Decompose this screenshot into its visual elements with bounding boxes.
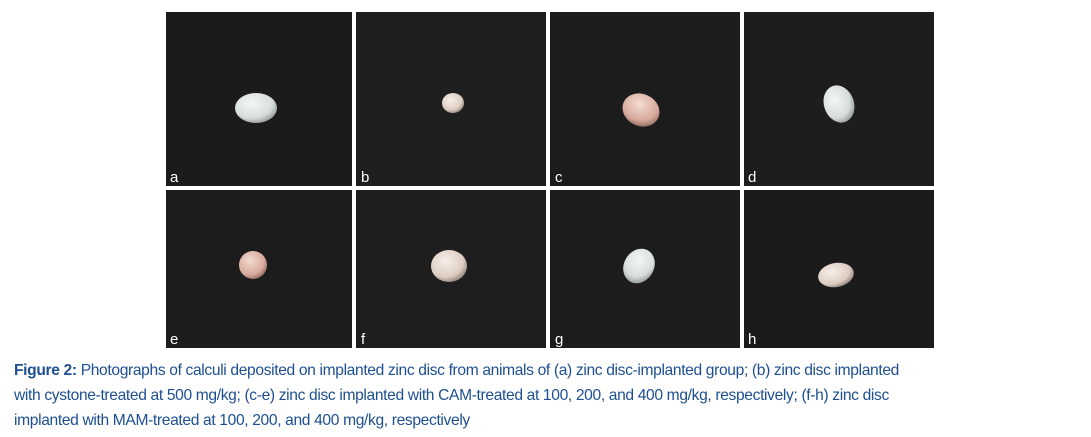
- calculus: [442, 93, 464, 113]
- figure-image: a b c d e f g h: [164, 10, 936, 350]
- panel-label: f: [361, 331, 366, 348]
- calculus: [623, 248, 655, 284]
- calculi: [235, 85, 855, 288]
- panel-label: d: [748, 169, 756, 186]
- panels: [166, 12, 934, 348]
- calculus: [823, 85, 855, 123]
- caption-line: implanted with MAM-treated at 100, 200, …: [14, 412, 470, 429]
- calculus: [239, 251, 267, 279]
- panel-label: g: [555, 331, 563, 348]
- figure-caption: Figure 2: Photographs of calculi deposit…: [14, 358, 1089, 433]
- panel-label: c: [555, 169, 563, 186]
- calculus: [235, 93, 277, 123]
- caption-line: with cystone-treated at 500 mg/kg; (c-e)…: [14, 387, 889, 404]
- caption-line: Figure 2: Photographs of calculi deposit…: [14, 358, 1089, 383]
- caption-label: Figure 2:: [14, 362, 77, 379]
- caption-text: Photographs of calculi deposited on impl…: [80, 362, 900, 379]
- calculus: [622, 93, 660, 127]
- panel-label: e: [170, 331, 178, 348]
- panel-label: b: [361, 169, 369, 186]
- panel-label: a: [170, 169, 179, 186]
- calculus: [431, 250, 467, 282]
- calculus: [818, 262, 854, 288]
- panel-label: h: [748, 331, 756, 348]
